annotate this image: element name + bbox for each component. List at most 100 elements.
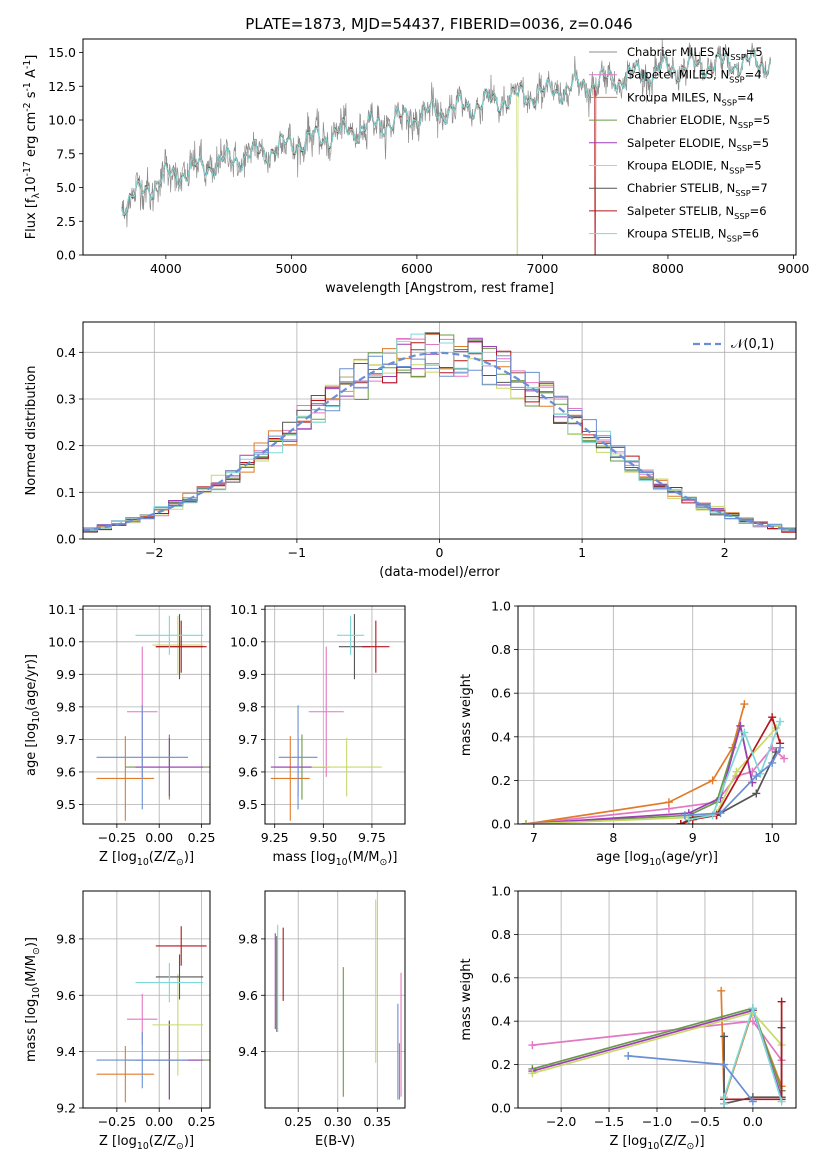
residuals-legend: 𝒩(0,1) — [693, 337, 774, 352]
errorbar-point — [336, 615, 365, 655]
z-mass-plot-area — [96, 926, 210, 1103]
y-tick-label: 0.0 — [56, 532, 76, 547]
x-axis-label: Z [log10(Z/Z⊙)] — [99, 1134, 194, 1152]
y-tick-label: 0.1 — [56, 485, 76, 500]
z-weight-plot-area — [528, 986, 786, 1108]
y-tick-label: 0.2 — [56, 438, 76, 453]
x-tick-label: 0.25 — [188, 830, 216, 845]
y-tick-label: 10.0 — [48, 113, 76, 128]
x-axis-label: Z [log10(Z/Z⊙)] — [609, 1134, 704, 1152]
y-tick-label: 15.0 — [48, 45, 76, 60]
errorbar-point — [96, 705, 188, 810]
weight-marker — [521, 820, 530, 824]
spectrum-frame — [82, 38, 797, 256]
weight-marker — [676, 820, 685, 824]
legend-entry: Chabrier STELIB, NSSP=7 — [627, 181, 768, 198]
legend-entry: Kroupa MILES, NSSP=4 — [627, 90, 754, 107]
y-tick-label: 10.1 — [230, 602, 258, 617]
errorbar-point — [96, 1031, 188, 1089]
y-tick-label: 9.6 — [238, 988, 258, 1003]
z-age-panel: −0.25 0.00 0.25 9.5 9.6 9.7 9.8 9.9 10.0 10.1 Z [l… — [24, 602, 215, 868]
weight-marker — [740, 700, 749, 709]
weight-marker — [752, 772, 761, 781]
x-tick-label: 0.00 — [145, 830, 173, 845]
weight-marker — [708, 776, 717, 785]
y-tick-label: 2.5 — [56, 214, 76, 229]
z-weight-panel: −2.0 −1.5 −1.0 −0.5 0.0 0.0 0.2 0.4 0.6 0.8 1.0 Z [… — [459, 884, 797, 1152]
y-tick-label: 0.0 — [491, 817, 511, 832]
legend-entry: Salpeter ELODIE, NSSP=5 — [627, 136, 769, 153]
y-axis-label: Normed distribution — [24, 366, 39, 496]
errorbar-point — [135, 615, 204, 655]
y-tick-label: 9.9 — [238, 667, 258, 682]
errorbar-point — [155, 620, 207, 673]
x-tick-label: 0 — [436, 545, 444, 560]
x-axis-label: Z [log10(Z/Z⊙)] — [99, 850, 194, 868]
y-axis-label: mass weight — [459, 674, 474, 756]
weight-series-1 — [525, 746, 785, 824]
weight-marker — [736, 721, 745, 730]
ebv-mass-plot-area — [274, 899, 402, 1100]
spectrum-panel: 4000 5000 6000 7000 8000 9000 0.0 2.5 5.0 7.5 10.0… — [22, 38, 809, 296]
x-tick-label: 6000 — [401, 261, 433, 276]
x-tick-label: 4000 — [150, 261, 182, 276]
x-tick-label: 0.25 — [284, 1114, 312, 1129]
y-tick-label: 5.0 — [56, 180, 76, 195]
y-axis-label: age [log10(age/yr)] — [24, 654, 42, 776]
y-axis-label: Flux [fλ10-17 erg cm-2 s-1 A-1] — [22, 55, 42, 240]
weight-marker — [624, 1051, 633, 1060]
x-tick-label: 0.25 — [188, 1114, 216, 1129]
x-axis-label: wavelength [Angstrom, rest frame] — [325, 281, 554, 296]
weight-marker — [684, 815, 693, 824]
y-tick-label: 0.6 — [491, 686, 511, 701]
y-tick-label: 9.8 — [238, 699, 258, 714]
weight-marker — [748, 1097, 757, 1106]
x-tick-label: 7 — [530, 830, 538, 845]
weight-marker — [528, 1069, 537, 1078]
errorbar-point — [96, 1046, 155, 1103]
spectrum-plot-area — [121, 39, 772, 255]
y-tick-label: 0.4 — [56, 345, 76, 360]
x-tick-label: 9.75 — [358, 830, 386, 845]
y-tick-label: 0.8 — [491, 927, 511, 942]
x-tick-label: 9.25 — [261, 830, 289, 845]
errorbar-point — [155, 954, 204, 1000]
y-tick-label: 1.0 — [491, 884, 511, 899]
y-tick-label: 9.8 — [238, 931, 258, 946]
weight-marker — [776, 743, 785, 752]
residual-histogram-9 — [83, 355, 796, 532]
legend-entry: 𝒩(0,1) — [731, 337, 774, 352]
y-tick-label: 0.4 — [491, 729, 511, 744]
errorbar-point — [152, 615, 204, 675]
age-weight-panel: 7 8 9 10 0.0 0.2 0.4 0.6 0.8 1.0 age [log10(age/yr… — [459, 599, 797, 868]
weight-marker — [777, 997, 786, 1006]
x-axis-label: mass [log10(M/M⊙)] — [273, 850, 398, 868]
x-tick-label: 8000 — [652, 261, 684, 276]
ebv-mass-panel: 0.25 0.30 0.35 9.4 9.6 9.8 E(B-V) — [238, 890, 406, 1149]
y-tick-label: 9.8 — [56, 699, 76, 714]
y-tick-label: 0.0 — [491, 1101, 511, 1116]
x-tick-label: 9 — [689, 830, 697, 845]
errorbar-point — [278, 705, 318, 810]
x-tick-label: 0.30 — [324, 1114, 352, 1129]
weight-marker — [717, 986, 726, 995]
x-tick-label: 5000 — [275, 261, 307, 276]
residuals-plot-area — [83, 332, 796, 533]
y-tick-label: 9.7 — [56, 732, 76, 747]
errorbar-point — [96, 736, 155, 821]
weight-marker — [720, 1060, 729, 1069]
x-tick-label: 8 — [609, 830, 617, 845]
age-weight-frame — [517, 605, 797, 825]
mass-age-frame — [264, 605, 406, 825]
weight-marker — [708, 811, 717, 820]
weight-marker — [680, 811, 689, 820]
x-axis-label: (data-model)/error — [379, 565, 500, 580]
x-tick-label: −2.0 — [546, 1114, 576, 1129]
x-tick-label: 1 — [578, 545, 586, 560]
figure-title: PLATE=1873, MJD=54437, FIBERID=0036, z=0… — [245, 15, 632, 33]
x-tick-label: 0.00 — [145, 1114, 173, 1129]
weight-series-9 — [628, 1055, 754, 1103]
z-age-frame — [82, 605, 211, 825]
y-tick-label: 0.2 — [491, 1057, 511, 1072]
weight-marker — [780, 754, 789, 763]
